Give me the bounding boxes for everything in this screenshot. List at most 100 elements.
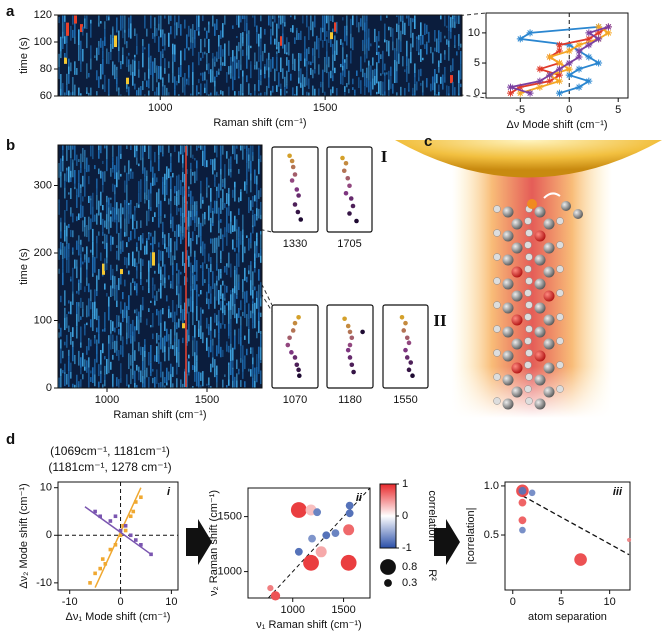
heatmap-texture	[98, 231, 100, 236]
heatmap-texture	[166, 87, 168, 96]
heatmap-texture	[296, 30, 298, 40]
bubble	[313, 508, 322, 517]
heatmap-texture	[206, 192, 208, 198]
heatmap-hotspot	[450, 75, 453, 84]
inset-frame	[326, 146, 373, 233]
heatmap-texture	[176, 332, 178, 347]
heatmap-texture	[218, 35, 220, 47]
heatmap-texture	[70, 362, 72, 372]
heatmap-texture	[120, 241, 122, 250]
y-tick-label: -10	[36, 577, 52, 589]
heatmap-texture	[196, 371, 198, 387]
panel-sublabel: i	[167, 486, 171, 498]
heatmap-texture	[100, 364, 102, 371]
heatmap-texture	[160, 250, 162, 261]
plot-frame	[57, 14, 463, 97]
heatmap-texture	[210, 290, 212, 294]
heatmap-texture	[256, 199, 258, 203]
heatmap-texture	[118, 156, 120, 171]
heatmap-texture	[290, 15, 292, 18]
heatmap-texture	[100, 63, 102, 80]
heatmap-texture	[70, 145, 72, 159]
heatmap-texture	[136, 202, 138, 208]
heatmap-texture	[200, 289, 202, 295]
heatmap-texture	[176, 322, 178, 330]
heatmap-texture	[118, 278, 120, 291]
heatmap-texture	[128, 174, 130, 181]
heatmap-texture	[130, 323, 132, 335]
y-tick-label: 0.5	[484, 529, 499, 541]
heatmap-texture	[240, 15, 242, 23]
heatmap-texture	[250, 280, 252, 296]
heatmap-texture	[212, 15, 214, 27]
heatmap-texture	[146, 240, 148, 255]
heatmap-texture	[286, 90, 288, 94]
heatmap-texture	[68, 166, 70, 183]
heatmap-texture	[452, 58, 454, 71]
heatmap-texture	[192, 154, 194, 159]
heatmap-texture	[256, 175, 258, 185]
heatmap-texture	[136, 151, 138, 158]
heatmap-texture	[420, 22, 422, 37]
heatmap-texture	[378, 51, 380, 64]
heatmap-texture	[192, 85, 194, 96]
heatmap-texture	[144, 357, 146, 370]
heatmap-texture	[268, 15, 270, 26]
heatmap-texture	[232, 380, 234, 388]
heatmap-texture	[78, 306, 80, 322]
heatmap-texture	[258, 190, 260, 199]
heatmap-texture	[394, 59, 396, 69]
heatmap-texture	[404, 22, 406, 35]
heatmap-texture	[308, 47, 310, 55]
heatmap-texture	[272, 15, 274, 20]
heatmap-texture	[96, 308, 98, 321]
heatmap-texture	[240, 316, 242, 326]
heatmap-texture	[420, 49, 422, 62]
heatmap-texture	[188, 189, 190, 194]
heatmap-texture	[178, 94, 180, 96]
heatmap-texture	[104, 233, 106, 245]
heatmap-texture	[170, 363, 172, 375]
heatmap-texture	[210, 386, 212, 388]
heatmap-texture	[402, 20, 404, 35]
heatmap-texture	[260, 80, 262, 86]
heatmap-texture	[222, 315, 224, 325]
heatmap-texture	[344, 62, 346, 69]
heatmap-texture	[254, 84, 256, 91]
heatmap-texture	[240, 325, 242, 337]
heatmap-hotspot	[330, 32, 333, 40]
heatmap-texture	[72, 77, 74, 92]
heatmap-texture	[70, 92, 72, 96]
atom	[511, 242, 523, 254]
heatmap-texture	[216, 172, 218, 178]
heatmap-texture	[108, 343, 110, 359]
heatmap-texture	[158, 188, 160, 205]
heatmap-texture	[232, 306, 234, 315]
heatmap-texture	[62, 161, 64, 172]
heatmap-texture	[350, 33, 352, 49]
heatmap-texture	[168, 145, 170, 153]
heatmap-texture	[198, 224, 200, 238]
heatmap-texture	[136, 270, 138, 279]
heatmap-texture	[138, 311, 140, 320]
heatmap-texture	[426, 43, 428, 55]
heatmap-texture	[286, 37, 288, 53]
heatmap-texture	[224, 43, 226, 56]
heatmap-texture	[178, 269, 180, 284]
point	[149, 552, 153, 557]
heatmap-texture	[188, 361, 190, 373]
heatmap-texture	[62, 83, 64, 96]
heatmap-texture	[144, 15, 146, 29]
heatmap-texture	[84, 15, 86, 19]
heatmap-texture	[104, 171, 106, 182]
heatmap-texture	[62, 15, 64, 23]
heatmap-texture	[86, 225, 88, 238]
heatmap-texture	[248, 30, 250, 35]
y-tick-label: 0	[46, 529, 52, 541]
heatmap-texture	[170, 224, 172, 229]
heatmap-texture	[406, 56, 408, 67]
heatmap-texture	[236, 15, 238, 26]
heatmap-texture	[170, 329, 172, 345]
heatmap-texture	[432, 52, 434, 64]
heatmap-texture	[80, 386, 82, 388]
